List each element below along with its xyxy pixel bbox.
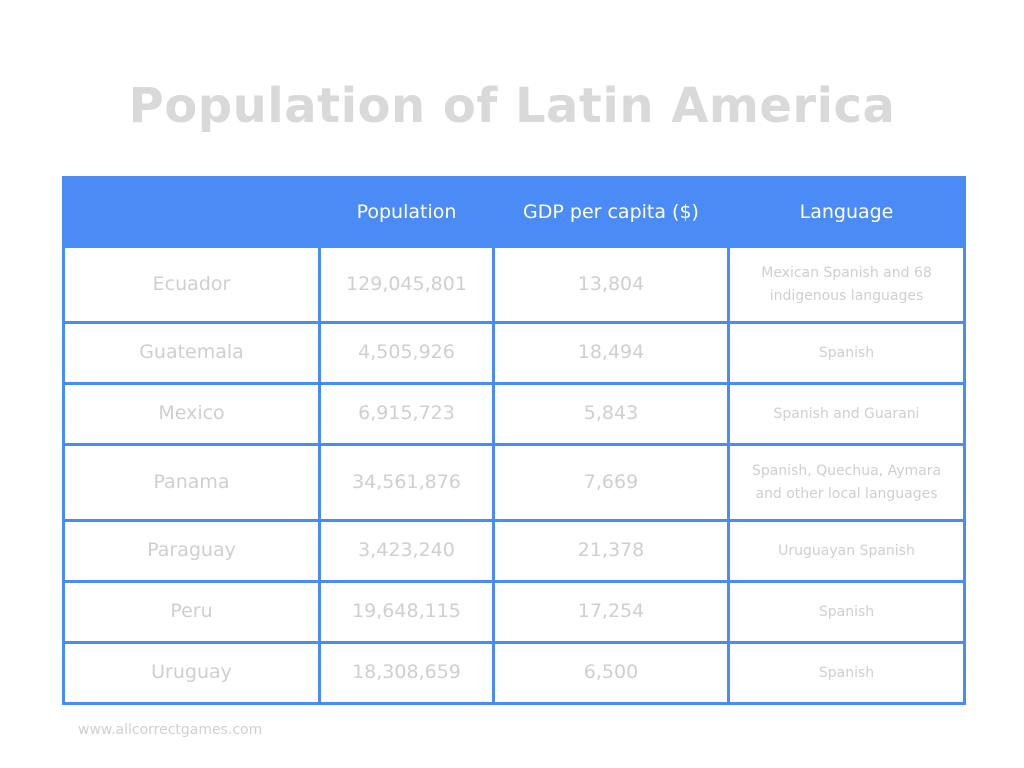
header-gdp: GDP per capita ($) (492, 176, 730, 248)
cell-gdp: 17,254 (492, 580, 730, 644)
cell-country: Uruguay (62, 641, 321, 705)
cell-gdp: 6,500 (492, 641, 730, 705)
cell-population: 19,648,115 (318, 580, 495, 644)
cell-population: 4,505,926 (318, 321, 495, 385)
table-row: Mexico 6,915,723 5,843 Spanish and Guara… (62, 382, 966, 446)
cell-country: Paraguay (62, 519, 321, 583)
table-row: Ecuador 129,045,801 13,804 Mexican Spani… (62, 245, 966, 324)
cell-country: Peru (62, 580, 321, 644)
cell-language: Spanish (727, 641, 966, 705)
cell-gdp: 5,843 (492, 382, 730, 446)
cell-language: Spanish (727, 580, 966, 644)
table-row: Panama 34,561,876 7,669 Spanish, Quechua… (62, 443, 966, 522)
table-row: Peru 19,648,115 17,254 Spanish (62, 580, 966, 644)
header-country (62, 176, 321, 248)
header-population: Population (318, 176, 495, 248)
cell-population: 3,423,240 (318, 519, 495, 583)
cell-population: 34,561,876 (318, 443, 495, 522)
cell-gdp: 7,669 (492, 443, 730, 522)
cell-country: Guatemala (62, 321, 321, 385)
cell-population: 6,915,723 (318, 382, 495, 446)
cell-language: Spanish and Guarani (727, 382, 966, 446)
cell-country: Panama (62, 443, 321, 522)
cell-gdp: 21,378 (492, 519, 730, 583)
cell-gdp: 18,494 (492, 321, 730, 385)
cell-language: Mexican Spanish and 68 indigenous langua… (727, 245, 966, 324)
footer-url: www.allcorrectgames.com (78, 722, 263, 738)
cell-gdp: 13,804 (492, 245, 730, 324)
cell-country: Ecuador (62, 245, 321, 324)
population-table: Population GDP per capita ($) Language E… (62, 176, 966, 705)
cell-population: 129,045,801 (318, 245, 495, 324)
page-title: Population of Latin America (128, 78, 896, 134)
cell-population: 18,308,659 (318, 641, 495, 705)
table-row: Paraguay 3,423,240 21,378 Uruguayan Span… (62, 519, 966, 583)
header-language: Language (727, 176, 966, 248)
cell-language: Spanish, Quechua, Aymara and other local… (727, 443, 966, 522)
table-header-row: Population GDP per capita ($) Language (62, 176, 966, 248)
cell-language: Spanish (727, 321, 966, 385)
cell-language: Uruguayan Spanish (727, 519, 966, 583)
table-row: Uruguay 18,308,659 6,500 Spanish (62, 641, 966, 705)
table-row: Guatemala 4,505,926 18,494 Spanish (62, 321, 966, 385)
cell-country: Mexico (62, 382, 321, 446)
